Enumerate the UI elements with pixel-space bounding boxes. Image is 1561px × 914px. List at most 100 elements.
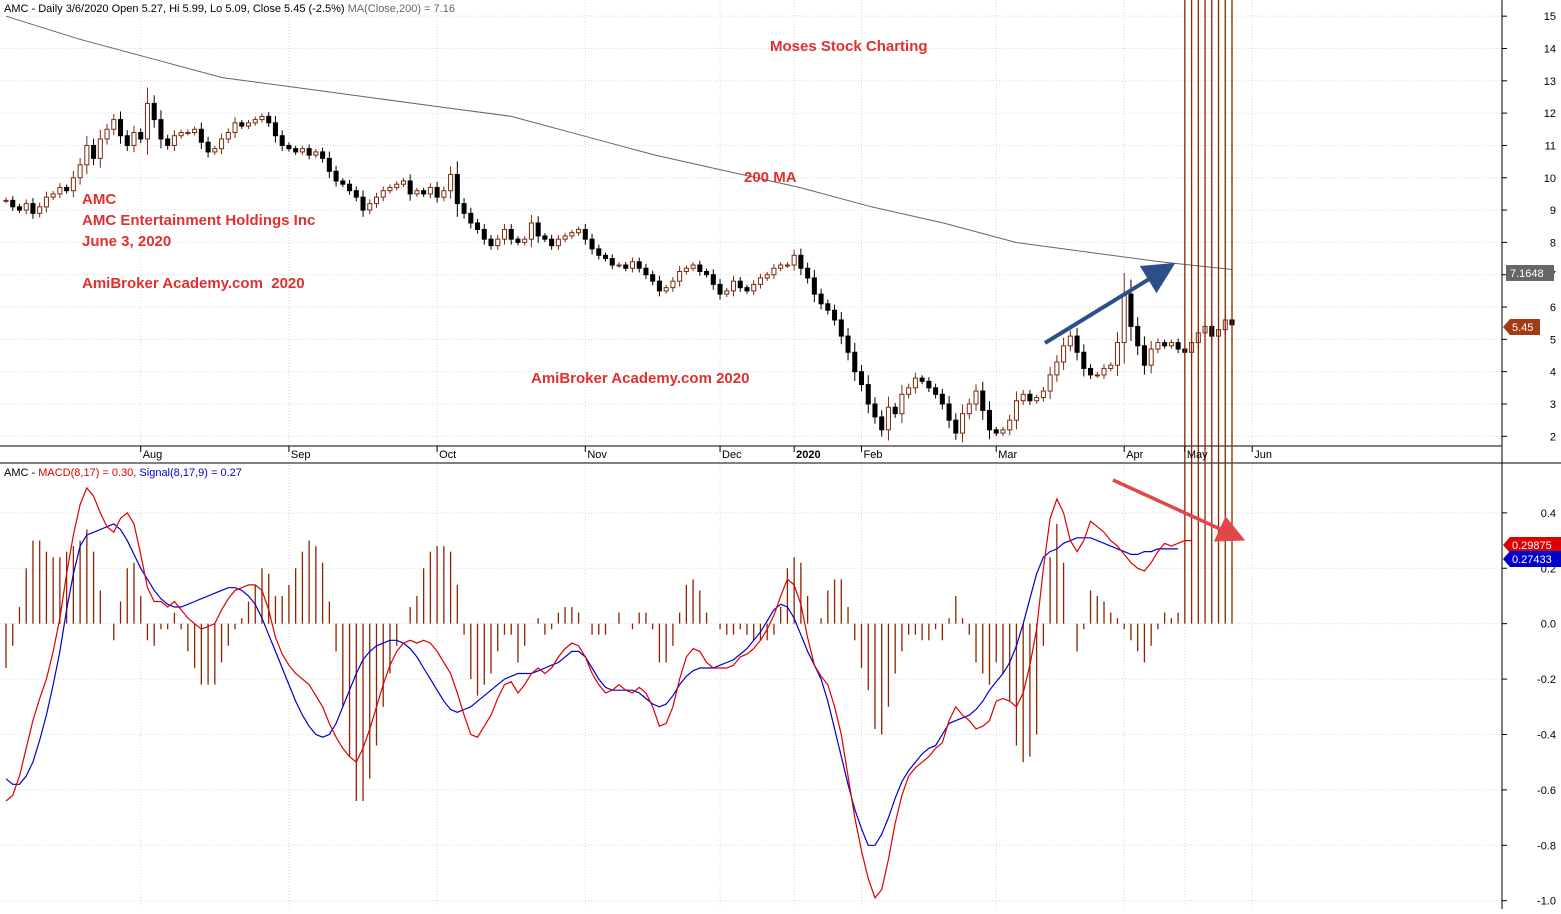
candle-body xyxy=(663,287,669,292)
candle-body xyxy=(434,186,440,198)
candle-body xyxy=(360,196,366,211)
candle-body xyxy=(771,267,777,276)
macd-tick-label: -0.6 xyxy=(1537,785,1556,797)
price-header: AMC - Daily 3/6/2020 Open 5.27, Hi 5.99,… xyxy=(4,3,455,15)
month-tick-label: Oct xyxy=(439,449,456,461)
candle-body xyxy=(899,393,905,415)
candle-body xyxy=(333,170,339,182)
candle-body xyxy=(589,238,595,250)
candle-body xyxy=(158,119,164,140)
candle-body xyxy=(549,238,555,247)
candle-body xyxy=(656,280,662,292)
candle-body xyxy=(1081,351,1087,369)
ma200-path xyxy=(5,15,1233,270)
candle-body xyxy=(252,119,258,124)
candle-body xyxy=(117,119,124,137)
candle-body xyxy=(629,261,635,269)
candle-body xyxy=(730,280,737,292)
candle-body xyxy=(683,267,689,272)
candle-body xyxy=(993,429,999,434)
candle-body xyxy=(1088,367,1094,376)
candle-body xyxy=(70,177,76,192)
candle-body xyxy=(212,148,218,153)
candle-body xyxy=(77,164,83,179)
candle-body xyxy=(515,238,521,243)
candle-body xyxy=(1027,393,1033,402)
macd-value-badge: 0.29875 xyxy=(1503,537,1561,553)
month-tick-label: Apr xyxy=(1126,449,1143,461)
price-tick-label: 5 xyxy=(1550,334,1556,346)
candle-body xyxy=(387,186,393,192)
candle-body xyxy=(306,148,312,156)
candle-body xyxy=(43,196,49,208)
candle-body xyxy=(23,203,29,211)
candle-body xyxy=(1020,393,1026,402)
candle-body xyxy=(124,135,130,146)
candle-body xyxy=(501,228,508,240)
month-tick-label: Jun xyxy=(1254,449,1272,461)
date-label: June 3, 2020 xyxy=(82,233,171,250)
candle-body xyxy=(219,138,225,150)
candle-body xyxy=(522,238,528,243)
candle-body xyxy=(347,183,353,192)
candle-body xyxy=(171,135,177,146)
candle-body xyxy=(1061,345,1067,363)
candle-body xyxy=(508,228,514,240)
candle-body xyxy=(293,148,299,153)
candle-body xyxy=(555,238,561,247)
macd-tick-label: -1.0 xyxy=(1537,896,1556,908)
candle-body xyxy=(636,261,642,269)
svg-text:5.45: 5.45 xyxy=(1512,322,1533,334)
candle-body xyxy=(1141,345,1147,366)
ma-value-badge: 7.1648 xyxy=(1506,265,1554,281)
candle-body xyxy=(939,393,945,405)
candle-body xyxy=(57,186,63,195)
candle-body xyxy=(603,254,609,260)
candle-body xyxy=(973,390,979,405)
candle-body xyxy=(138,132,144,140)
candle-body xyxy=(879,416,885,431)
candle-body xyxy=(798,254,804,269)
candle-body xyxy=(286,144,292,150)
price-tick-label: 11 xyxy=(1545,140,1556,152)
candle-body xyxy=(1047,374,1053,392)
candle-body xyxy=(454,174,460,205)
candle-body xyxy=(980,390,986,411)
macd-tick-label: -0.4 xyxy=(1537,729,1556,741)
candle-body xyxy=(650,274,656,282)
candle-body xyxy=(1168,342,1174,347)
candle-body xyxy=(865,384,871,405)
candle-body xyxy=(380,190,386,198)
candle-body xyxy=(225,132,231,140)
candle-body xyxy=(50,193,56,198)
macd-tick-label: -0.8 xyxy=(1537,840,1556,852)
month-tick-label: Sep xyxy=(291,449,311,461)
signal-path xyxy=(5,523,1179,846)
candle-body xyxy=(353,190,359,198)
candle-body xyxy=(562,235,568,240)
candle-body xyxy=(10,199,16,208)
candle-body xyxy=(960,413,966,434)
candle-body xyxy=(953,419,959,434)
grid xyxy=(0,0,1502,909)
month-tick-label: Nov xyxy=(587,449,607,461)
svg-text:7.1648: 7.1648 xyxy=(1510,268,1544,280)
candle-body xyxy=(872,403,878,418)
candle-body xyxy=(421,190,427,195)
candle-body xyxy=(643,267,649,276)
month-tick-label: Feb xyxy=(864,449,883,461)
candle-body xyxy=(131,132,137,146)
price-tick-label: 6 xyxy=(1550,302,1556,314)
candle-body xyxy=(272,122,278,137)
candle-body xyxy=(475,222,481,230)
candle-body xyxy=(30,203,36,214)
candle-body xyxy=(1135,325,1141,347)
candle-body xyxy=(542,235,548,240)
ticker-label: AMC xyxy=(82,191,116,208)
candle-body xyxy=(1007,419,1013,431)
candle-body xyxy=(966,403,972,415)
candle-body xyxy=(97,138,103,159)
price-y-ticks: 23456789101112131415 xyxy=(1502,11,1556,443)
candle-body xyxy=(757,277,763,285)
